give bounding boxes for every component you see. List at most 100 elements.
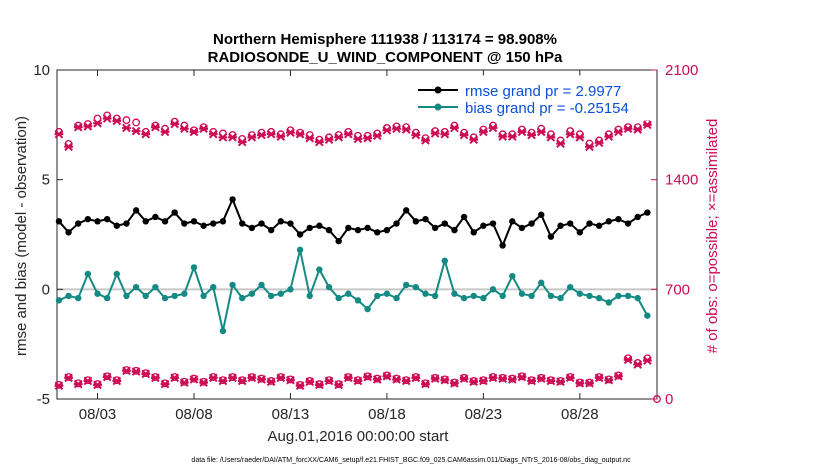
assimilated-obs-marker: [498, 132, 508, 141]
assimilated-obs-marker: [614, 371, 623, 381]
data-point: [345, 290, 352, 297]
data-point: [422, 290, 429, 297]
data-point: [200, 292, 207, 300]
data-point: [576, 290, 584, 297]
assimilated-obs-marker: [93, 118, 102, 128]
assimilated-obs-marker: [228, 373, 237, 383]
assimilated-obs-marker: [54, 129, 64, 139]
data-point: [605, 299, 612, 306]
data-point: [152, 213, 159, 221]
assimilated-obs-marker: [401, 125, 411, 134]
assimilated-obs-marker: [179, 124, 189, 134]
assimilated-obs-marker: [199, 378, 209, 387]
possible-obs-marker: [633, 359, 642, 367]
data-point: [267, 292, 275, 300]
assimilated-obs-marker: [122, 366, 131, 376]
possible-obs-marker: [199, 123, 208, 132]
data-point: [460, 294, 468, 302]
assimilated-obs-marker: [421, 136, 430, 145]
data-point: [152, 283, 159, 291]
data-point: [229, 281, 236, 289]
data-point: [161, 294, 169, 302]
assimilated-obs-marker: [450, 123, 459, 133]
legend-bias-marker: [434, 103, 442, 111]
plot-frame: [56, 69, 658, 400]
possible-obs-marker: [132, 118, 141, 127]
data-point: [142, 218, 149, 225]
data-point: [412, 218, 420, 225]
data-point: [94, 290, 101, 297]
assimilated-obs-marker: [623, 355, 633, 365]
legend-box: [411, 75, 651, 121]
assimilated-obs-marker: [189, 127, 199, 137]
assimilated-obs-marker: [208, 373, 218, 383]
x-tick-label: 08/08: [175, 406, 213, 423]
assimilated-obs-marker: [54, 381, 64, 390]
data-point: [306, 224, 313, 232]
assimilated-obs-marker: [469, 135, 479, 145]
x-tick-label: 08/13: [272, 406, 310, 423]
data-point: [509, 218, 516, 225]
data-point: [489, 220, 497, 227]
assimilated-obs-marker: [430, 129, 440, 138]
x-tick-label: 08/23: [465, 406, 503, 423]
data-point: [586, 292, 593, 300]
possible-obs-marker: [624, 354, 633, 363]
data-point: [306, 292, 313, 300]
data-point: [132, 283, 140, 291]
data-point: [402, 281, 410, 289]
data-point: [644, 312, 651, 319]
possible-obs-marker: [190, 126, 198, 135]
data-point: [441, 220, 448, 227]
data-point: [393, 294, 400, 302]
data-point: [538, 279, 545, 286]
assimilated-obs-marker: [247, 373, 257, 383]
possible-obs-marker: [653, 395, 661, 403]
possible-obs-marker: [296, 128, 305, 137]
data-point: [210, 220, 217, 227]
data-point: [113, 270, 121, 278]
data-point: [644, 209, 651, 216]
assimilated-obs-marker: [478, 127, 488, 137]
data-point: [383, 226, 391, 234]
data-point: [239, 220, 246, 227]
data-point: [383, 290, 391, 297]
assimilated-obs-marker: [527, 376, 536, 386]
legend-bias-label: bias grand pr = -0.25154: [465, 100, 629, 117]
x-tick-label: 08/28: [561, 406, 599, 423]
assimilated-obs-marker: [73, 122, 83, 132]
assimilated-obs-marker: [585, 379, 594, 388]
data-point: [528, 220, 535, 227]
data-point: [509, 272, 516, 280]
data-point: [325, 283, 333, 291]
y-tick-label: 0: [42, 281, 50, 298]
data-point: [470, 292, 477, 300]
assimilated-obs-marker: [141, 129, 151, 139]
assimilated-obs-marker: [131, 367, 141, 376]
assimilated-obs-marker: [614, 127, 623, 137]
assimilated-obs-marker: [488, 123, 498, 133]
data-point: [103, 215, 111, 223]
axes-layer: 08/03 08/08 08/13 08/18 08/23 08/28 -5 0 5 10 0 700…: [33, 62, 698, 423]
data-point: [441, 257, 448, 265]
assimilated-obs-marker: [276, 132, 286, 141]
assimilated-obs-marker: [237, 137, 247, 147]
data-point: [557, 222, 564, 229]
assimilated-obs-marker: [131, 126, 141, 136]
assimilated-obs-marker: [353, 134, 363, 144]
assimilated-obs-marker: [150, 373, 160, 383]
data-point: [103, 294, 111, 302]
assimilated-obs-marker: [392, 124, 401, 134]
data-point: [335, 237, 342, 245]
assimilated-obs-marker: [305, 133, 315, 143]
assimilated-obs-marker: [266, 377, 276, 387]
y-right-tick-label: 1400: [665, 172, 698, 189]
data-point: [55, 297, 63, 304]
assimilated-obs-marker: [536, 374, 546, 383]
possible-obs-marker: [151, 121, 160, 130]
data-point: [451, 226, 458, 234]
data-point: [190, 264, 198, 271]
assimilated-obs-marker: [498, 374, 508, 383]
assimilated-obs-marker: [150, 122, 160, 132]
assimilated-obs-marker: [179, 378, 189, 387]
